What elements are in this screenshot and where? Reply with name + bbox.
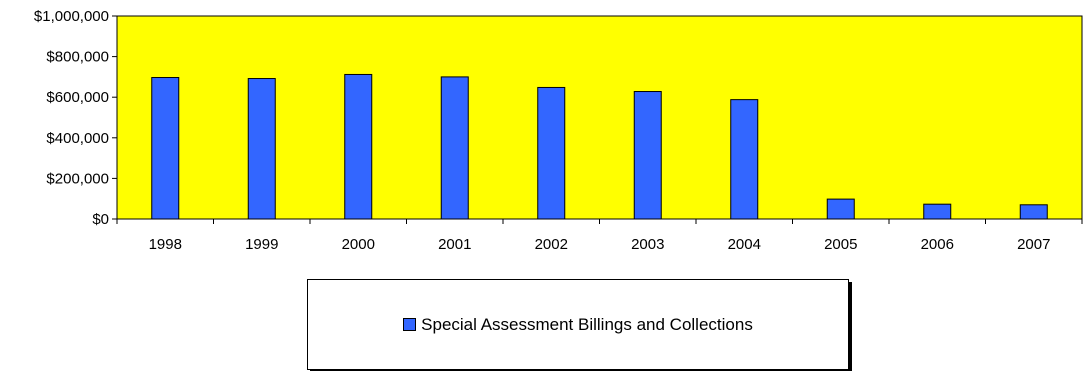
- x-tick-label: 1999: [245, 236, 278, 253]
- bar-2005: [826, 198, 855, 220]
- bar-2004: [730, 99, 759, 220]
- bar-2002: [537, 86, 566, 220]
- y-tick-label: $1,000,000: [34, 8, 109, 25]
- y-tick-label: $0: [92, 211, 109, 228]
- bar-2001: [440, 76, 469, 220]
- y-tick-label: $600,000: [46, 89, 109, 106]
- x-tick-label: 2002: [535, 236, 568, 253]
- x-tick-label: 2004: [728, 236, 761, 253]
- x-tick-label: 2006: [921, 236, 954, 253]
- bar-2003: [633, 91, 662, 220]
- bar-1999: [247, 78, 276, 220]
- x-tick-label: 2003: [631, 236, 664, 253]
- y-tick-label: $400,000: [46, 130, 109, 147]
- legend-swatch: [403, 318, 417, 331]
- legend-label: Special Assessment Billings and Collecti…: [421, 314, 753, 334]
- bar-chart: $0 $200,000 $400,000 $600,000 $800,000 $1,000…: [34, 8, 1083, 253]
- y-tick-label: $200,000: [46, 170, 109, 187]
- bar-1998: [151, 77, 180, 220]
- x-tick-label: 2001: [438, 236, 471, 253]
- bar-2006: [923, 203, 952, 220]
- x-tick-label: 2007: [1017, 236, 1050, 253]
- x-tick-label: 1998: [149, 236, 182, 253]
- bar-2000: [344, 73, 373, 220]
- x-tick-label: 2000: [342, 236, 375, 253]
- x-tick-label: 2005: [824, 236, 857, 253]
- plot-area: [116, 15, 1083, 220]
- legend: Special Assessment Billings and Collecti…: [307, 279, 849, 370]
- bar-2007: [1019, 204, 1048, 220]
- y-tick-label: $800,000: [46, 49, 109, 66]
